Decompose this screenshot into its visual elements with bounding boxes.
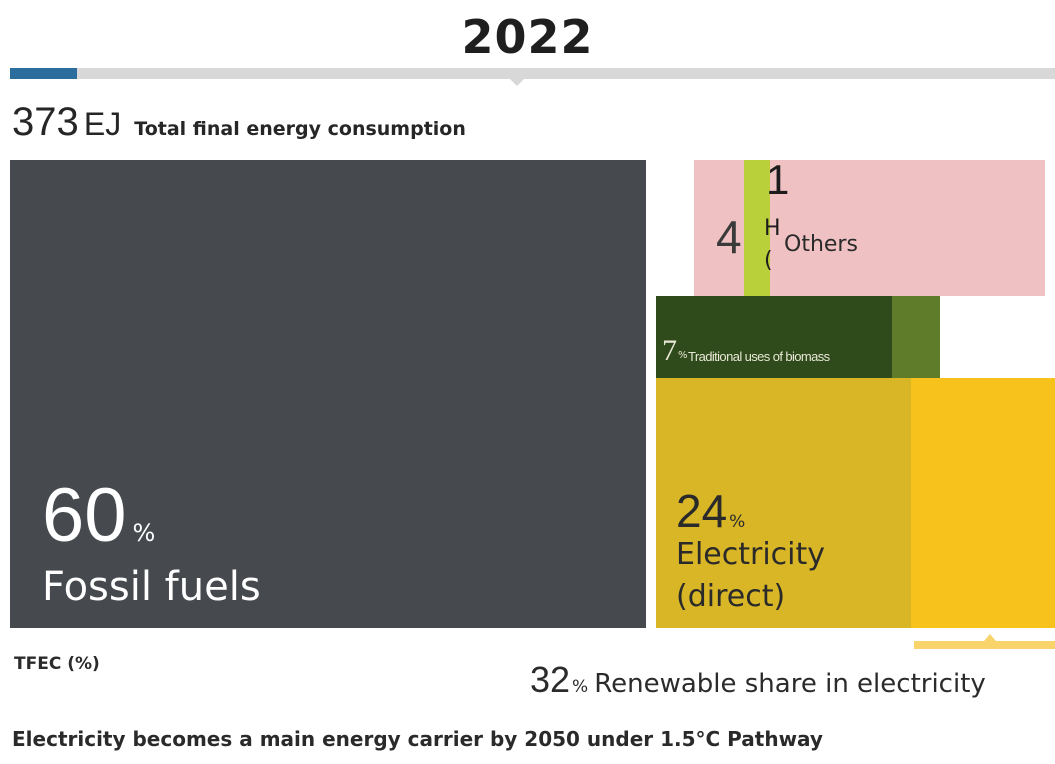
timeline-slider-track[interactable] <box>10 68 1055 79</box>
renewable-share-marker-icon <box>984 634 996 641</box>
treemap-block-modern-biomass <box>656 296 892 378</box>
total-unit: EJ <box>83 106 122 142</box>
treemap-block-fossil-fuels <box>10 160 646 628</box>
total-label: Total final energy consumption <box>134 118 466 140</box>
fossil-fuels-number: 60 <box>42 473 127 558</box>
hydrogen-label-fragment: H <box>764 216 781 241</box>
tfec-label: TFEC (%) <box>14 654 100 674</box>
total-consumption: 373 EJ Total final energy consumption <box>12 100 466 145</box>
renewable-share-unit: % <box>572 677 589 697</box>
traditional-biomass-value: 7 <box>662 334 677 367</box>
traditional-biomass-label: Traditional uses of biomass <box>688 349 830 364</box>
renewable-share-bracket <box>914 641 1055 649</box>
treemap-block-electricity <box>656 378 911 628</box>
renewable-share-value: 32 <box>530 659 571 700</box>
treemap-block-electricity-renewable <box>911 378 1055 628</box>
renewable-share-label: Renewable share in electricity <box>594 669 986 699</box>
hydrogen-value: 1 <box>766 156 790 203</box>
treemap-block-hydrogen <box>744 160 770 296</box>
fossil-fuels-unit: % <box>132 519 156 547</box>
year-title: 2022 <box>461 10 594 64</box>
timeline-slider-progress[interactable] <box>10 68 77 79</box>
chart-caption: Electricity becomes a main energy carrie… <box>12 727 823 751</box>
fossil-fuels-value: 60% <box>42 472 155 559</box>
others-value: 4 <box>716 211 742 263</box>
fossil-fuels-label: Fossil fuels <box>42 564 261 610</box>
electricity-label-sub: (direct) <box>676 579 786 614</box>
others-label: Others <box>784 232 858 257</box>
electricity-unit: % <box>729 512 746 532</box>
total-value: 373 <box>12 100 79 144</box>
treemap-block-traditional-biomass <box>892 296 940 378</box>
renewable-share: 32% Renewable share in electricity <box>530 659 986 701</box>
electricity-value: 24% <box>676 484 745 538</box>
hydrogen-label-paren: ( <box>764 248 773 273</box>
electricity-label: Electricity <box>676 537 826 572</box>
timeline-marker-icon <box>510 79 524 86</box>
electricity-number: 24 <box>676 485 728 537</box>
traditional-biomass-unit: % <box>678 350 688 361</box>
